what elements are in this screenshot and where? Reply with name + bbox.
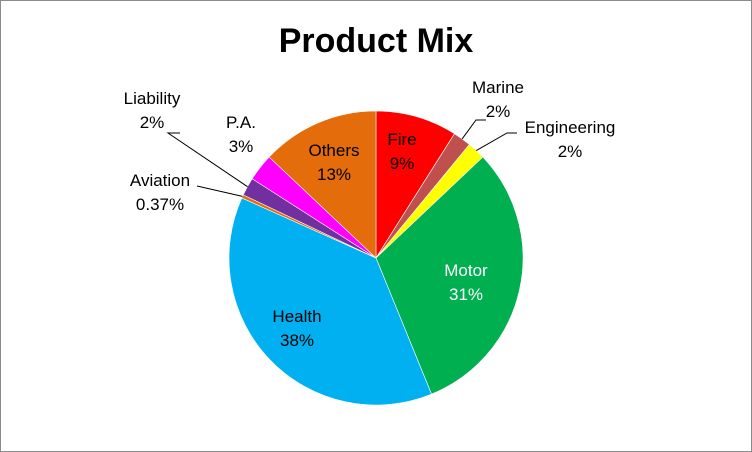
- pie-slices: [228, 110, 524, 406]
- slice-percent-marine: 2%: [486, 102, 511, 121]
- slice-label-aviation: Aviation 0.37%: [130, 171, 190, 214]
- leader-line-marine: [461, 119, 486, 140]
- slice-percent-engineering: 2%: [558, 142, 583, 161]
- slice-category-aviation: Aviation: [130, 171, 190, 190]
- slice-label-others: Others 13%: [308, 141, 359, 184]
- slice-percent-liability: 2%: [140, 113, 165, 132]
- slice-label-motor: Motor 31%: [444, 261, 488, 304]
- slice-percent-health: 38%: [280, 331, 314, 350]
- slice-label-health: Health 38%: [272, 307, 321, 350]
- slice-category-p-a: P.A.: [226, 113, 256, 132]
- pie-slice-others: [268, 110, 377, 259]
- slice-category-marine: Marine: [472, 78, 524, 97]
- leader-line-aviation: [196, 185, 243, 197]
- leader-line-engineering: [476, 132, 517, 152]
- pie-slice-motor: [375, 156, 524, 395]
- leader-line-liability: [166, 132, 248, 188]
- slice-category-engineering: Engineering: [525, 118, 616, 137]
- slice-percent-p-a: 3%: [229, 137, 254, 156]
- pie-slice-health: [228, 197, 432, 406]
- chart-title: Product Mix: [279, 22, 474, 60]
- slice-label-fire: Fire 9%: [387, 130, 416, 173]
- leader-lines: [166, 119, 517, 197]
- slice-category-others: Others: [308, 141, 359, 160]
- pie-slice-fire: [375, 110, 455, 260]
- slice-category-health: Health: [272, 307, 321, 326]
- slice-labels: Fire 9% Marine 2% Engineering 2% Motor 31% Healt…: [124, 78, 616, 350]
- slice-label-marine: Marine 2%: [472, 78, 524, 121]
- slice-percent-motor: 31%: [449, 285, 483, 304]
- slice-label-engineering: Engineering 2%: [525, 118, 616, 161]
- slice-percent-others: 13%: [317, 165, 351, 184]
- slice-label-liability: Liability 2%: [124, 89, 181, 132]
- slice-category-liability: Liability: [124, 89, 181, 108]
- slice-label-p-a: P.A. 3%: [226, 113, 256, 156]
- slice-category-fire: Fire: [387, 130, 416, 149]
- slice-percent-aviation: 0.37%: [136, 195, 184, 214]
- slice-category-motor: Motor: [444, 261, 488, 280]
- slice-percent-fire: 9%: [390, 154, 415, 173]
